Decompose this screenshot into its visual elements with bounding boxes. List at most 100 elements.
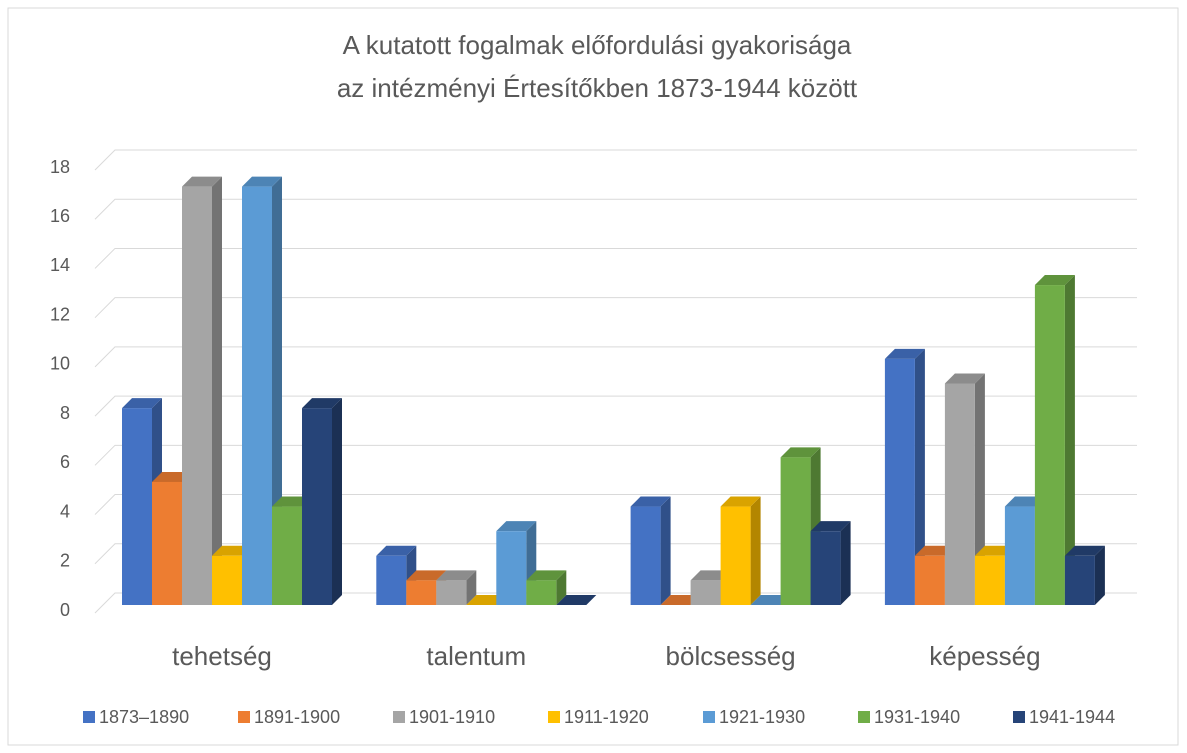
bar-front	[242, 186, 272, 605]
bar-side	[914, 348, 925, 605]
legend-swatch	[83, 711, 95, 723]
bar-side	[556, 570, 567, 605]
bar-front	[526, 580, 557, 605]
legend-label: 1941-1944	[1029, 707, 1115, 727]
bar-side	[332, 398, 342, 605]
y-tick-label: 14	[50, 255, 70, 275]
y-tick-label: 0	[60, 600, 70, 620]
y-tick-label: 8	[60, 403, 70, 423]
x-tick-label: talentum	[426, 641, 526, 671]
legend-label: 1911-1920	[564, 707, 649, 727]
x-tick-label: bölcsesség	[666, 641, 796, 671]
bar-front	[376, 555, 407, 605]
bar-top	[526, 570, 567, 581]
bar-front	[122, 408, 152, 605]
y-tick-label: 6	[60, 452, 70, 472]
bar-front	[914, 555, 945, 605]
y-tick-label: 12	[50, 304, 70, 324]
bar-side	[840, 521, 851, 605]
bar-top	[436, 570, 477, 581]
bar-side	[750, 496, 761, 605]
bar-front	[944, 383, 975, 605]
bar	[1064, 545, 1105, 605]
bar-front	[1004, 506, 1035, 605]
bar-side	[974, 373, 985, 605]
bar-front	[780, 457, 811, 605]
chart-title: A kutatott fogalmak előfordulási gyakori…	[343, 30, 852, 60]
bar-front	[1034, 285, 1065, 605]
legend-swatch	[548, 711, 560, 723]
x-tick-label: tehetség	[172, 641, 272, 671]
y-tick-label: 4	[60, 501, 70, 521]
bar-top	[1064, 545, 1105, 556]
legend-swatch	[393, 711, 405, 723]
bar-front	[212, 555, 242, 605]
bar	[630, 496, 671, 605]
legend-label: 1931-1940	[874, 707, 960, 727]
bar-top	[242, 176, 282, 187]
bar-top	[122, 398, 162, 409]
bar-front	[720, 506, 751, 605]
bar-side	[212, 176, 222, 605]
bar-top	[556, 595, 597, 605]
grid-line	[94, 346, 1137, 368]
bar	[1034, 275, 1075, 605]
bar-side	[660, 496, 671, 605]
bar-top	[720, 496, 761, 507]
legend-label: 1891-1900	[254, 707, 340, 727]
bar-front	[810, 531, 841, 605]
bar	[556, 595, 597, 605]
legend-swatch	[703, 711, 715, 723]
legend-swatch	[1013, 711, 1025, 723]
bar-top	[406, 570, 447, 581]
bar	[944, 373, 985, 605]
legend-swatch	[238, 711, 250, 723]
bar-top	[884, 348, 925, 359]
bar-top	[944, 373, 985, 384]
y-tick-label: 18	[50, 157, 70, 177]
bar-front	[496, 531, 527, 605]
bar-side	[1094, 545, 1105, 605]
bar	[242, 176, 282, 605]
bar-top	[376, 545, 417, 556]
grid-line	[94, 297, 1137, 319]
bar-front	[690, 580, 721, 605]
bar-front	[272, 506, 302, 605]
bar-top	[1034, 275, 1075, 286]
bar-front	[152, 481, 182, 605]
bar-top	[182, 176, 222, 187]
bar-front	[974, 555, 1005, 605]
bar	[182, 176, 222, 605]
bar-front	[182, 186, 212, 605]
legend-label: 1901-1910	[409, 707, 495, 727]
grid-line	[94, 444, 1137, 466]
y-tick-label: 16	[50, 206, 70, 226]
legend-label: 1873–1890	[99, 707, 189, 727]
bar-top	[810, 521, 851, 532]
bar	[526, 570, 567, 605]
bar-top	[496, 521, 537, 532]
bar-front	[884, 358, 915, 605]
y-tick-label: 2	[60, 551, 70, 571]
bar	[302, 398, 342, 605]
grid-line	[94, 395, 1137, 417]
x-tick-label: képesség	[929, 641, 1040, 671]
bar-side	[1064, 275, 1075, 605]
grid-line	[94, 247, 1137, 269]
legend-label: 1921-1930	[719, 707, 805, 727]
grid-line	[94, 198, 1137, 220]
bar-top	[630, 496, 671, 507]
bar	[436, 570, 477, 605]
bar	[720, 496, 761, 605]
bar-side	[466, 570, 477, 605]
chart-title: az intézményi Értesítőkben 1873-1944 köz…	[337, 73, 858, 103]
bar	[884, 348, 925, 605]
bar-front	[630, 506, 661, 605]
legend-swatch	[858, 711, 870, 723]
bar-top	[302, 398, 342, 409]
bar-front	[436, 580, 467, 605]
bar-front	[406, 580, 437, 605]
bar-top	[780, 447, 821, 458]
y-tick-label: 10	[50, 354, 70, 374]
